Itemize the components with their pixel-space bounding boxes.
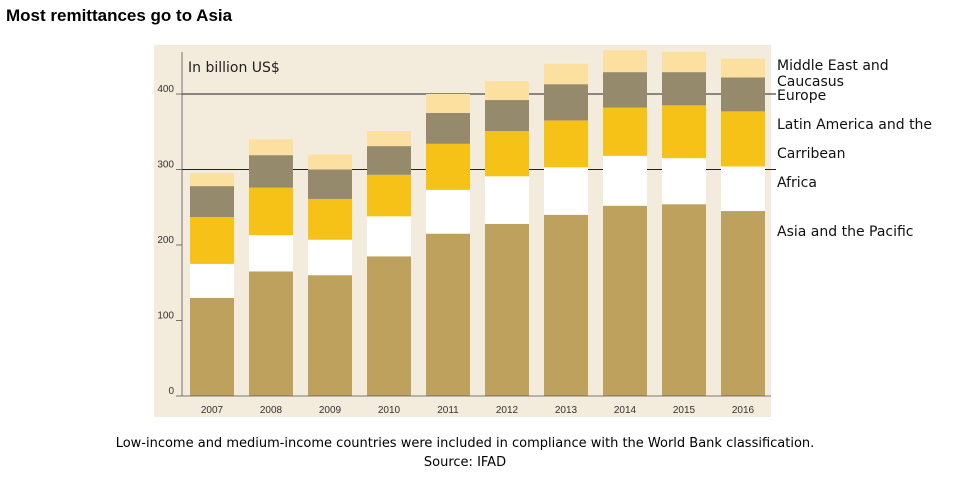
bar-segment: [249, 187, 293, 236]
bar-segment: [367, 216, 411, 257]
bar-segment: [426, 94, 470, 113]
bar-segment: [249, 155, 293, 188]
y-tick-label: 400: [157, 84, 174, 95]
bar-segment: [721, 211, 765, 396]
bar-segment: [485, 100, 529, 131]
bar-segment: [544, 63, 588, 85]
x-tick-label: 2013: [555, 405, 578, 416]
legend-item-europe: Europe: [777, 88, 827, 104]
bar-segment: [367, 146, 411, 175]
bar-segment: [485, 223, 529, 396]
footnote: Low-income and medium-income countries w…: [115, 436, 815, 451]
x-tick-label: 2014: [614, 405, 637, 416]
y-tick-label: 0: [168, 386, 174, 397]
page-title: Most remittances go to Asia: [6, 6, 233, 25]
bar-segment: [308, 154, 352, 170]
bar-segment: [603, 72, 647, 108]
bar-segment: [367, 256, 411, 396]
bar-segment: [603, 107, 647, 156]
y-tick-label: 300: [157, 160, 174, 171]
axes: 0 100 200 300 400 2007 2008 2009 2010 2011 2012 201…: [157, 52, 771, 416]
bar-segment: [662, 204, 706, 396]
bar-segment: [190, 186, 234, 218]
x-tick-label: 2010: [378, 405, 401, 416]
legend-item-latin-america-cont: Carribean: [777, 146, 846, 162]
y-tick-label: 100: [157, 311, 174, 322]
legend-item-asia-pacific: Asia and the Pacific: [777, 224, 914, 240]
bar-segment: [190, 173, 234, 187]
bar-segment: [308, 239, 352, 276]
bar-segment: [721, 77, 765, 112]
bar-segment: [190, 217, 234, 264]
legend-item-africa: Africa: [777, 175, 817, 191]
bar-segment: [249, 271, 293, 396]
bar-segment: [603, 50, 647, 73]
bar-segment: [426, 189, 470, 234]
bar-segment: [485, 130, 529, 177]
unit-label: In billion US$: [188, 60, 280, 76]
bar-segment: [190, 297, 234, 396]
bar-segment: [721, 111, 765, 167]
bar-segment: [485, 81, 529, 101]
bar-segment: [426, 233, 470, 396]
bar-segment: [485, 176, 529, 224]
bar-segment: [249, 139, 293, 156]
bar-segment: [308, 275, 352, 396]
bar-segment: [721, 166, 765, 212]
bar-segment: [426, 112, 470, 144]
x-tick-label: 2012: [496, 405, 519, 416]
bar-segment: [544, 214, 588, 396]
bar-segment: [662, 158, 706, 205]
bar-segment: [544, 84, 588, 121]
bar-segment: [721, 58, 765, 78]
bar-segment: [662, 105, 706, 159]
bar-segment: [603, 205, 647, 396]
x-tick-label: 2016: [732, 405, 755, 416]
bar-segment: [426, 143, 470, 190]
bar-segment: [662, 51, 706, 73]
legend-item-middle-east: Middle East and Caucasus: [777, 58, 889, 90]
bar-segment: [662, 72, 706, 106]
legend-item-latin-america: Latin America and the: [777, 117, 933, 133]
stacked-bar-chart: 0 100 200 300 400 2007 2008 2009 2010 2011 2012 201…: [154, 45, 776, 417]
y-tick-label: 200: [157, 235, 174, 246]
bar-segment: [249, 235, 293, 272]
bar-segment: [367, 174, 411, 217]
x-tick-label: 2015: [673, 405, 696, 416]
bar-segment: [544, 167, 588, 215]
bar-segment: [544, 120, 588, 168]
bar-segment: [308, 198, 352, 240]
x-tick-label: 2011: [437, 405, 459, 416]
x-tick-label: 2008: [260, 405, 283, 416]
x-tick-label: 2009: [319, 405, 342, 416]
bar-segment: [308, 169, 352, 199]
bar-segment: [367, 130, 411, 147]
x-tick-label: 2007: [201, 405, 224, 416]
bar-segment: [603, 155, 647, 206]
bars: [190, 50, 765, 396]
source-note: Source: IFAD: [423, 455, 507, 470]
bar-segment: [190, 263, 234, 298]
